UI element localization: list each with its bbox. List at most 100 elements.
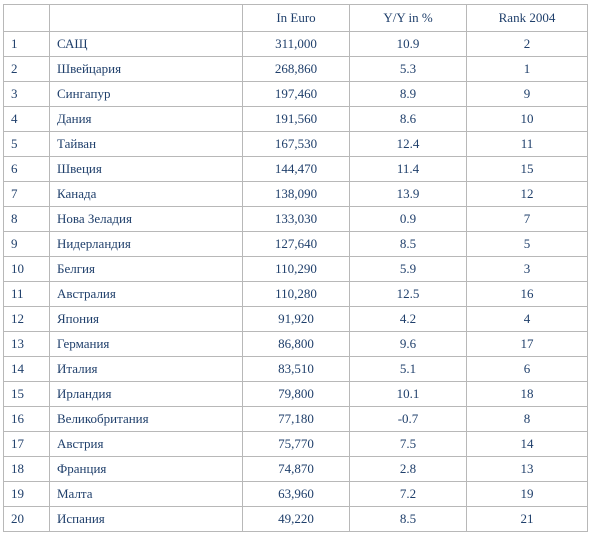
- table-row: 7 Канада 138,090 13.9 12: [3, 181, 588, 207]
- country-name: Нидерландия: [49, 231, 243, 257]
- rank-2004: 9: [466, 81, 588, 107]
- value-in-euro: 311,000: [242, 31, 350, 57]
- row-index: 11: [3, 281, 50, 307]
- yy-percent: 5.3: [349, 56, 467, 82]
- table-row: 13 Германия 86,800 9.6 17: [3, 331, 588, 357]
- header-country: [49, 4, 243, 32]
- rank-2004: 7: [466, 206, 588, 232]
- yy-percent: 5.9: [349, 256, 467, 282]
- country-name: САЩ: [49, 31, 243, 57]
- yy-percent: 9.6: [349, 331, 467, 357]
- rank-2004: 1: [466, 56, 588, 82]
- row-index: 10: [3, 256, 50, 282]
- row-index: 14: [3, 356, 50, 382]
- row-index: 2: [3, 56, 50, 82]
- country-name: Сингапур: [49, 81, 243, 107]
- rank-2004: 12: [466, 181, 588, 207]
- row-index: 13: [3, 331, 50, 357]
- value-in-euro: 191,560: [242, 106, 350, 132]
- value-in-euro: 63,960: [242, 481, 350, 507]
- header-rank-2004: Rank 2004: [466, 4, 588, 32]
- table-row: 20 Испания 49,220 8.5 21: [3, 506, 588, 532]
- rank-2004: 8: [466, 406, 588, 432]
- rank-2004: 13: [466, 456, 588, 482]
- value-in-euro: 91,920: [242, 306, 350, 332]
- yy-percent: 4.2: [349, 306, 467, 332]
- rank-2004: 17: [466, 331, 588, 357]
- row-index: 7: [3, 181, 50, 207]
- country-name: Малта: [49, 481, 243, 507]
- country-name: Германия: [49, 331, 243, 357]
- row-index: 16: [3, 406, 50, 432]
- row-index: 1: [3, 31, 50, 57]
- yy-percent: 8.9: [349, 81, 467, 107]
- value-in-euro: 77,180: [242, 406, 350, 432]
- country-name: Япония: [49, 306, 243, 332]
- value-in-euro: 79,800: [242, 381, 350, 407]
- row-index: 17: [3, 431, 50, 457]
- table-row: 10 Белгия 110,290 5.9 3: [3, 256, 588, 282]
- country-name: Швеция: [49, 156, 243, 182]
- yy-percent: 11.4: [349, 156, 467, 182]
- rank-2004: 6: [466, 356, 588, 382]
- row-index: 15: [3, 381, 50, 407]
- yy-percent: 12.4: [349, 131, 467, 157]
- rank-2004: 21: [466, 506, 588, 532]
- rank-2004: 18: [466, 381, 588, 407]
- table-row: 3 Сингапур 197,460 8.9 9: [3, 81, 588, 107]
- country-name: Австрия: [49, 431, 243, 457]
- table-row: 15 Ирландия 79,800 10.1 18: [3, 381, 588, 407]
- rank-2004: 11: [466, 131, 588, 157]
- row-index: 4: [3, 106, 50, 132]
- rank-2004: 16: [466, 281, 588, 307]
- yy-percent: 12.5: [349, 281, 467, 307]
- header-row: In Euro Y/Y in % Rank 2004: [3, 4, 588, 32]
- row-index: 12: [3, 306, 50, 332]
- rank-2004: 4: [466, 306, 588, 332]
- table-row: 19 Малта 63,960 7.2 19: [3, 481, 588, 507]
- table-row: 2 Швейцария 268,860 5.3 1: [3, 56, 588, 82]
- country-name: Испания: [49, 506, 243, 532]
- table-row: 4 Дания 191,560 8.6 10: [3, 106, 588, 132]
- table-row: 11 Австралия 110,280 12.5 16: [3, 281, 588, 307]
- country-name: Ирландия: [49, 381, 243, 407]
- yy-percent: 2.8: [349, 456, 467, 482]
- rank-2004: 15: [466, 156, 588, 182]
- yy-percent: 5.1: [349, 356, 467, 382]
- yy-percent: 8.5: [349, 231, 467, 257]
- value-in-euro: 127,640: [242, 231, 350, 257]
- row-index: 5: [3, 131, 50, 157]
- row-index: 20: [3, 506, 50, 532]
- value-in-euro: 74,870: [242, 456, 350, 482]
- country-name: Канада: [49, 181, 243, 207]
- table-row: 5 Тайван 167,530 12.4 11: [3, 131, 588, 157]
- value-in-euro: 197,460: [242, 81, 350, 107]
- value-in-euro: 75,770: [242, 431, 350, 457]
- value-in-euro: 49,220: [242, 506, 350, 532]
- value-in-euro: 268,860: [242, 56, 350, 82]
- yy-percent: 13.9: [349, 181, 467, 207]
- value-in-euro: 86,800: [242, 331, 350, 357]
- rank-2004: 3: [466, 256, 588, 282]
- country-name: Швейцария: [49, 56, 243, 82]
- value-in-euro: 167,530: [242, 131, 350, 157]
- rank-2004: 2: [466, 31, 588, 57]
- country-name: Австралия: [49, 281, 243, 307]
- ranking-table: In Euro Y/Y in % Rank 2004 1 САЩ 311,000 10…: [3, 4, 588, 532]
- row-index: 6: [3, 156, 50, 182]
- table-row: 12 Япония 91,920 4.2 4: [3, 306, 588, 332]
- value-in-euro: 144,470: [242, 156, 350, 182]
- country-name: Белгия: [49, 256, 243, 282]
- value-in-euro: 133,030: [242, 206, 350, 232]
- country-name: Франция: [49, 456, 243, 482]
- header-in-euro: In Euro: [242, 4, 350, 32]
- rank-2004: 10: [466, 106, 588, 132]
- table-row: 17 Австрия 75,770 7.5 14: [3, 431, 588, 457]
- table-header: In Euro Y/Y in % Rank 2004: [3, 4, 588, 32]
- value-in-euro: 138,090: [242, 181, 350, 207]
- country-name: Тайван: [49, 131, 243, 157]
- yy-percent: 0.9: [349, 206, 467, 232]
- yy-percent: 10.9: [349, 31, 467, 57]
- table-row: 18 Франция 74,870 2.8 13: [3, 456, 588, 482]
- rank-2004: 19: [466, 481, 588, 507]
